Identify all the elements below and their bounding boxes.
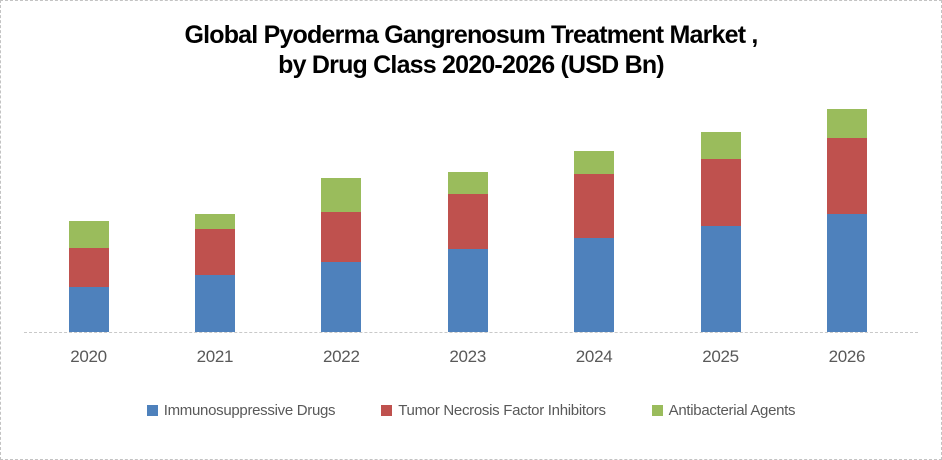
bar-segment-2026 bbox=[826, 214, 867, 332]
bar-segment-2022 bbox=[321, 178, 362, 212]
x-axis-label-2026: 2026 bbox=[828, 347, 866, 366]
legend-label: Tumor Necrosis Factor Inhibitors bbox=[398, 402, 606, 419]
chart-title-line2: by Drug Class 2020-2026 (USD Bn) bbox=[278, 51, 664, 79]
bar-segment-2025 bbox=[700, 159, 741, 226]
bar-2022 bbox=[321, 178, 362, 332]
bar-segment-2023 bbox=[447, 172, 488, 194]
bar-segment-2022 bbox=[321, 212, 362, 262]
x-axis-label-2025: 2025 bbox=[702, 347, 739, 366]
legend: Immunosuppressive Drugs Tumor Necrosis F… bbox=[1, 402, 941, 419]
bar-segment-2023 bbox=[447, 194, 488, 249]
bar-segment-2025 bbox=[700, 226, 741, 332]
bar-segment-2020 bbox=[68, 287, 109, 332]
legend-item-immunosuppressive-drugs: Immunosuppressive Drugs bbox=[146, 402, 336, 419]
bar-segment-2024 bbox=[574, 174, 615, 238]
bar-2026 bbox=[826, 109, 867, 332]
legend-swatch-green-icon bbox=[651, 405, 663, 416]
bar-2024 bbox=[574, 151, 615, 332]
bar-2020 bbox=[68, 221, 109, 332]
legend-item-antibacterial-agents: Antibacterial Agents bbox=[651, 402, 796, 419]
bar-2021 bbox=[194, 214, 235, 332]
legend-item-tumor-necrosis-factor-inhibitors: Tumor Necrosis Factor Inhibitors bbox=[381, 402, 606, 419]
legend-swatch-blue-icon bbox=[146, 405, 158, 416]
chart-title-line1: Global Pyoderma Gangrenosum Treatment Ma… bbox=[184, 21, 758, 49]
x-axis-label-2023: 2023 bbox=[449, 347, 486, 366]
bar-2023 bbox=[447, 172, 488, 332]
bar-segment-2024 bbox=[574, 238, 615, 332]
bar-segment-2023 bbox=[447, 249, 488, 332]
bar-segment-2022 bbox=[321, 262, 362, 332]
bar-2025 bbox=[700, 132, 741, 332]
bar-segment-2025 bbox=[700, 132, 741, 159]
legend-label: Antibacterial Agents bbox=[668, 402, 796, 419]
x-axis-label-2021: 2021 bbox=[196, 347, 234, 366]
bar-segment-2020 bbox=[68, 248, 109, 287]
x-axis-label-2020: 2020 bbox=[70, 347, 107, 366]
bar-segment-2020 bbox=[68, 221, 109, 248]
bar-segment-2021 bbox=[194, 214, 235, 229]
bar-segment-2026 bbox=[826, 109, 867, 138]
bar-segment-2021 bbox=[194, 229, 235, 275]
x-axis-label-2022: 2022 bbox=[322, 347, 360, 366]
bar-segment-2021 bbox=[194, 275, 235, 332]
x-axis-label-2024: 2024 bbox=[575, 347, 613, 366]
bar-segment-2026 bbox=[826, 138, 867, 214]
legend-label: Immunosuppressive Drugs bbox=[163, 402, 336, 419]
x-axis-line bbox=[24, 332, 918, 333]
chart-title: Global Pyoderma Gangrenosum Treatment Ma… bbox=[1, 20, 941, 80]
bar-segment-2024 bbox=[574, 151, 615, 174]
legend-swatch-red-icon bbox=[381, 405, 393, 416]
